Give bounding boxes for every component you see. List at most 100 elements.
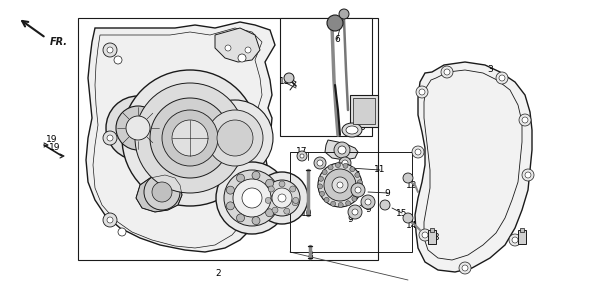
Ellipse shape (365, 199, 371, 205)
Ellipse shape (355, 187, 361, 193)
Ellipse shape (338, 146, 346, 154)
Polygon shape (325, 140, 358, 160)
Text: 18: 18 (430, 234, 441, 243)
Text: 10: 10 (301, 209, 313, 218)
Ellipse shape (107, 135, 113, 141)
Ellipse shape (317, 160, 323, 166)
Ellipse shape (335, 163, 340, 168)
Ellipse shape (197, 100, 273, 176)
Ellipse shape (242, 188, 262, 208)
Ellipse shape (525, 172, 531, 178)
Ellipse shape (334, 142, 350, 158)
Ellipse shape (317, 184, 323, 189)
Bar (353, 98, 375, 124)
Ellipse shape (441, 66, 453, 78)
Ellipse shape (352, 196, 357, 201)
Ellipse shape (266, 197, 271, 203)
Ellipse shape (328, 165, 333, 170)
Bar (280, 18, 372, 136)
Ellipse shape (403, 213, 413, 223)
Text: 9: 9 (365, 206, 371, 215)
Ellipse shape (322, 170, 327, 175)
Text: 21: 21 (237, 224, 248, 232)
Ellipse shape (444, 69, 450, 75)
Ellipse shape (172, 120, 208, 156)
Ellipse shape (314, 157, 326, 169)
Ellipse shape (522, 169, 534, 181)
Ellipse shape (332, 177, 348, 193)
Text: 14: 14 (407, 221, 418, 229)
Ellipse shape (339, 9, 349, 19)
Text: 19: 19 (49, 144, 61, 153)
Ellipse shape (150, 98, 230, 178)
Ellipse shape (227, 202, 234, 210)
Text: 18: 18 (517, 234, 529, 243)
Ellipse shape (416, 86, 428, 98)
Text: 3: 3 (487, 66, 493, 75)
Text: 9: 9 (347, 216, 353, 225)
Ellipse shape (268, 186, 274, 192)
Text: 8: 8 (307, 250, 313, 259)
Polygon shape (86, 22, 275, 252)
Text: FR.: FR. (50, 37, 68, 47)
Text: 20: 20 (266, 206, 278, 215)
Ellipse shape (419, 89, 425, 95)
Ellipse shape (233, 179, 271, 217)
Ellipse shape (342, 160, 348, 166)
Ellipse shape (522, 117, 528, 123)
Ellipse shape (238, 54, 246, 62)
Ellipse shape (116, 106, 160, 150)
Text: 19: 19 (46, 135, 58, 144)
Ellipse shape (352, 209, 358, 215)
Ellipse shape (419, 229, 431, 241)
Bar (520, 228, 524, 232)
Ellipse shape (241, 43, 255, 57)
Ellipse shape (225, 45, 231, 51)
Ellipse shape (284, 208, 290, 214)
Ellipse shape (320, 191, 325, 196)
Ellipse shape (499, 75, 505, 81)
Ellipse shape (207, 110, 263, 166)
Ellipse shape (403, 173, 413, 183)
Ellipse shape (297, 151, 307, 161)
Ellipse shape (509, 234, 521, 246)
Ellipse shape (346, 201, 350, 206)
Ellipse shape (348, 205, 362, 219)
Ellipse shape (122, 70, 258, 206)
Ellipse shape (264, 180, 300, 216)
Ellipse shape (221, 41, 235, 55)
Ellipse shape (318, 163, 362, 207)
Ellipse shape (342, 123, 362, 137)
Ellipse shape (103, 43, 117, 57)
Ellipse shape (227, 186, 234, 194)
Ellipse shape (103, 131, 117, 145)
Text: 7: 7 (327, 144, 333, 153)
Ellipse shape (324, 197, 329, 202)
Bar (428, 230, 436, 244)
Ellipse shape (330, 201, 336, 206)
Ellipse shape (350, 167, 355, 172)
Text: 12: 12 (407, 181, 418, 190)
Bar (518, 230, 526, 244)
Ellipse shape (293, 197, 299, 203)
Ellipse shape (252, 217, 260, 225)
Ellipse shape (245, 47, 251, 53)
Text: 15: 15 (396, 209, 408, 218)
Ellipse shape (103, 213, 117, 227)
Ellipse shape (272, 188, 292, 208)
Ellipse shape (266, 179, 274, 187)
Ellipse shape (355, 172, 360, 178)
Ellipse shape (278, 194, 286, 202)
Ellipse shape (107, 217, 113, 223)
Ellipse shape (256, 172, 308, 224)
Ellipse shape (412, 146, 424, 158)
Ellipse shape (292, 200, 298, 206)
Ellipse shape (358, 180, 362, 185)
Ellipse shape (152, 182, 172, 202)
Ellipse shape (135, 83, 245, 193)
Ellipse shape (459, 262, 471, 274)
Ellipse shape (351, 183, 365, 197)
Ellipse shape (496, 72, 508, 84)
Ellipse shape (162, 110, 218, 166)
Ellipse shape (356, 190, 361, 195)
